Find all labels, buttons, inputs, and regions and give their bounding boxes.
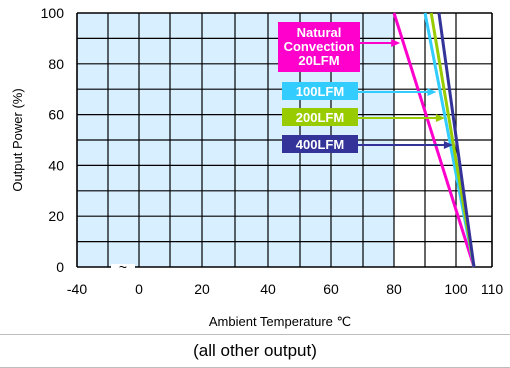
axis-break-gap xyxy=(111,264,135,271)
series-label-text: 100LFM xyxy=(296,84,344,99)
series-label-text: 20LFM xyxy=(298,53,339,68)
series-label-text: 200LFM xyxy=(296,110,344,125)
series-line-4 xyxy=(437,12,476,268)
y-tick-label: 80 xyxy=(48,56,64,72)
series-label-2: 100LFM xyxy=(282,82,437,100)
series-line-1 xyxy=(392,12,476,268)
series-label-4: 400LFM xyxy=(282,135,453,153)
series-arrow-head xyxy=(391,39,401,47)
y-tick-label: 60 xyxy=(48,107,64,123)
y-tick-label: 20 xyxy=(48,208,64,224)
y-tick-label: 40 xyxy=(48,157,64,173)
series-label-text: Convection xyxy=(284,39,355,54)
y-tick-label: 0 xyxy=(56,259,64,275)
y-tick-label: 100 xyxy=(41,5,65,21)
x-tick-label: 80 xyxy=(386,281,402,297)
series-arrow-head xyxy=(435,114,445,122)
x-axis-label: Ambient Temperature ℃ xyxy=(209,314,351,329)
x-tick-label: 60 xyxy=(323,281,339,297)
axis-break-symbol: ~ xyxy=(119,259,127,275)
series-label-text: Natural xyxy=(297,25,342,40)
series-label-text: 400LFM xyxy=(296,137,344,152)
x-tick-label: 100 xyxy=(444,281,468,297)
series-label-box xyxy=(282,135,358,153)
series-arrow-head xyxy=(427,88,437,96)
x-tick-label: 110 xyxy=(481,281,504,297)
series-label-box xyxy=(282,108,358,126)
series-arrow-head xyxy=(443,141,453,149)
y-axis-label: Output Power (%) xyxy=(10,88,25,191)
x-tick-label: 20 xyxy=(194,281,210,297)
series-label-3: 200LFM xyxy=(282,108,445,126)
x-tick-label: -40 xyxy=(67,281,87,297)
series-label-box xyxy=(282,82,358,100)
x-tick-label: 0 xyxy=(135,281,143,297)
caption: (all other output) xyxy=(0,334,510,368)
x-tick-label: 40 xyxy=(260,281,276,297)
series-label-box xyxy=(278,22,360,72)
